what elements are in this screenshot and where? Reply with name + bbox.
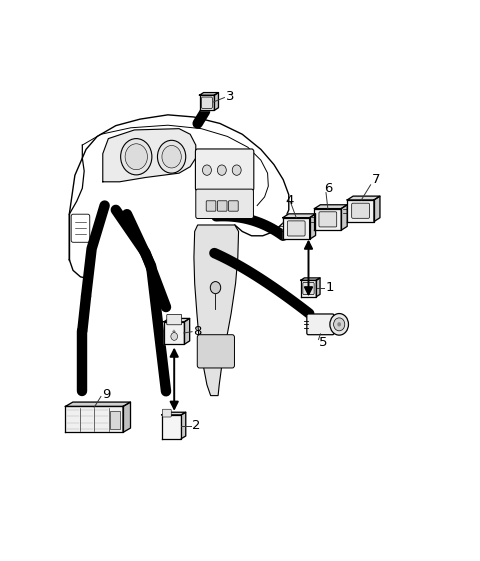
FancyBboxPatch shape — [307, 314, 334, 335]
Text: 1: 1 — [325, 281, 334, 294]
Polygon shape — [283, 218, 310, 239]
Circle shape — [217, 165, 226, 175]
Polygon shape — [65, 402, 131, 406]
Polygon shape — [164, 322, 184, 344]
FancyBboxPatch shape — [303, 282, 314, 295]
Circle shape — [337, 322, 341, 327]
Polygon shape — [65, 406, 123, 433]
FancyBboxPatch shape — [162, 409, 171, 417]
Polygon shape — [215, 93, 218, 111]
Circle shape — [125, 144, 147, 169]
FancyBboxPatch shape — [319, 212, 337, 227]
FancyBboxPatch shape — [202, 97, 212, 108]
Polygon shape — [300, 278, 320, 280]
Text: 5: 5 — [319, 337, 327, 350]
Text: ⇳: ⇳ — [171, 330, 177, 336]
Circle shape — [162, 145, 181, 168]
Polygon shape — [347, 196, 380, 200]
Polygon shape — [314, 205, 347, 209]
Polygon shape — [123, 402, 131, 433]
Circle shape — [210, 282, 221, 293]
FancyBboxPatch shape — [196, 189, 253, 219]
Polygon shape — [200, 93, 218, 95]
Polygon shape — [374, 196, 380, 222]
Circle shape — [330, 314, 348, 335]
Polygon shape — [316, 278, 320, 297]
Polygon shape — [341, 205, 347, 230]
Circle shape — [232, 165, 241, 175]
Polygon shape — [194, 225, 239, 396]
FancyBboxPatch shape — [206, 201, 216, 211]
FancyBboxPatch shape — [217, 201, 227, 211]
Polygon shape — [314, 209, 341, 230]
Polygon shape — [310, 214, 315, 239]
Polygon shape — [162, 415, 181, 439]
Text: 9: 9 — [102, 388, 110, 401]
Polygon shape — [283, 214, 315, 218]
FancyBboxPatch shape — [195, 149, 254, 191]
Circle shape — [157, 140, 186, 173]
Bar — [110, 411, 120, 429]
FancyBboxPatch shape — [167, 314, 181, 325]
FancyBboxPatch shape — [288, 221, 305, 236]
Polygon shape — [200, 95, 215, 111]
FancyBboxPatch shape — [197, 335, 234, 368]
Circle shape — [334, 318, 345, 331]
Text: 6: 6 — [324, 182, 333, 195]
Circle shape — [120, 139, 152, 175]
Circle shape — [171, 333, 178, 341]
Text: 4: 4 — [286, 194, 294, 207]
Polygon shape — [347, 200, 374, 222]
FancyBboxPatch shape — [228, 201, 238, 211]
Polygon shape — [181, 412, 186, 439]
Polygon shape — [162, 412, 186, 415]
Text: 3: 3 — [226, 90, 235, 103]
FancyBboxPatch shape — [352, 203, 370, 218]
Polygon shape — [184, 319, 190, 344]
Polygon shape — [300, 280, 316, 297]
Text: 7: 7 — [372, 173, 380, 186]
Text: 2: 2 — [192, 420, 201, 433]
Text: 8: 8 — [193, 325, 202, 338]
Polygon shape — [164, 319, 190, 322]
Circle shape — [203, 165, 211, 175]
Polygon shape — [103, 128, 196, 182]
